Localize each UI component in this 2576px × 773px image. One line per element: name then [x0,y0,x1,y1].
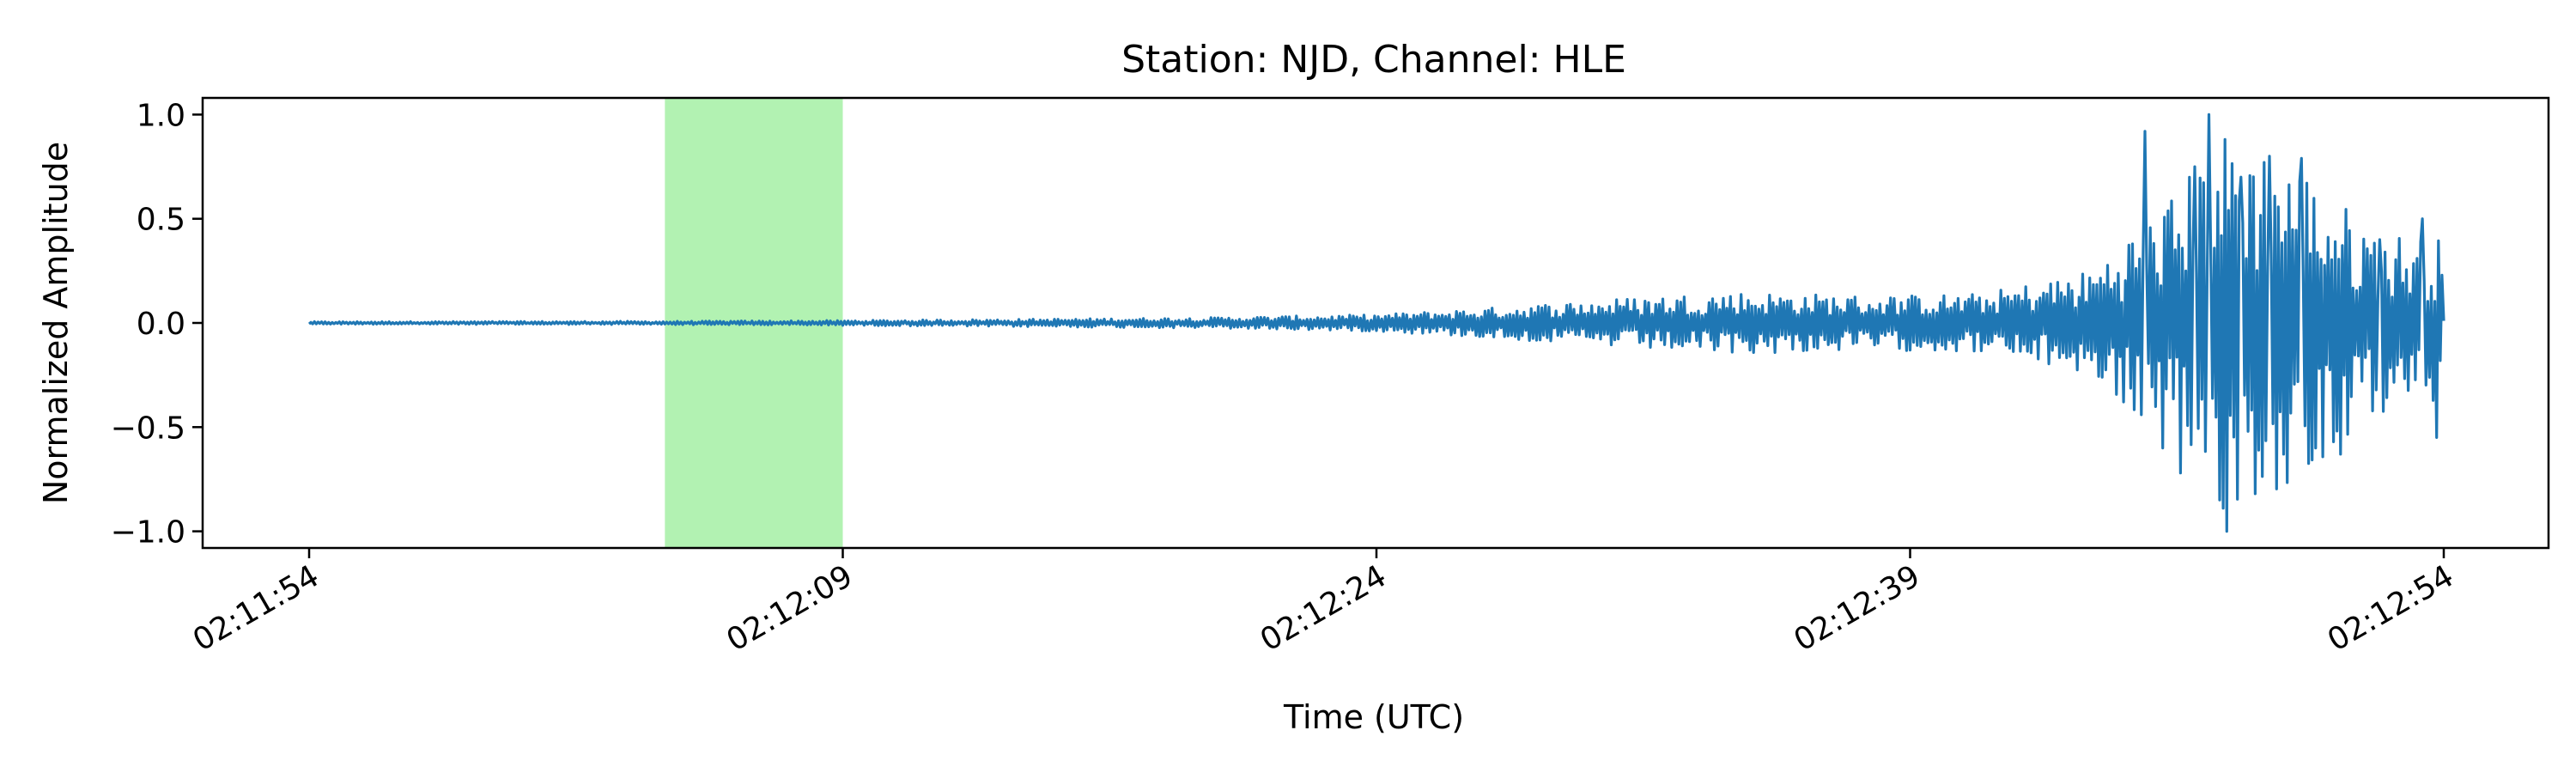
y-axis-label: Normalized Amplitude [37,142,75,504]
y-tick-label: 0.0 [137,307,185,342]
x-tick-label: 02:12:24 [1255,558,1393,658]
x-tick-label: 02:12:54 [2322,558,2460,658]
y-tick-label: 0.5 [137,203,185,238]
x-tick-label: 02:11:54 [187,558,325,658]
x-tick-label: 02:12:09 [720,558,859,658]
x-axis-label: Time (UTC) [1283,698,1464,736]
y-tick-label: −1.0 [111,515,185,551]
x-tick-label: 02:12:39 [1788,558,1926,658]
plot-area [307,98,2445,548]
y-tick-label: −0.5 [111,411,185,446]
y-tick-label: 1.0 [137,98,185,133]
axis-ticks: 1.0 0.5 0.0 −0.5 −1.002:11:54 02:12:09 02:12:2… [111,98,2460,658]
chart-title: Station: NJD, Channel: HLE [1121,38,1626,82]
waveform-line [307,113,2445,533]
